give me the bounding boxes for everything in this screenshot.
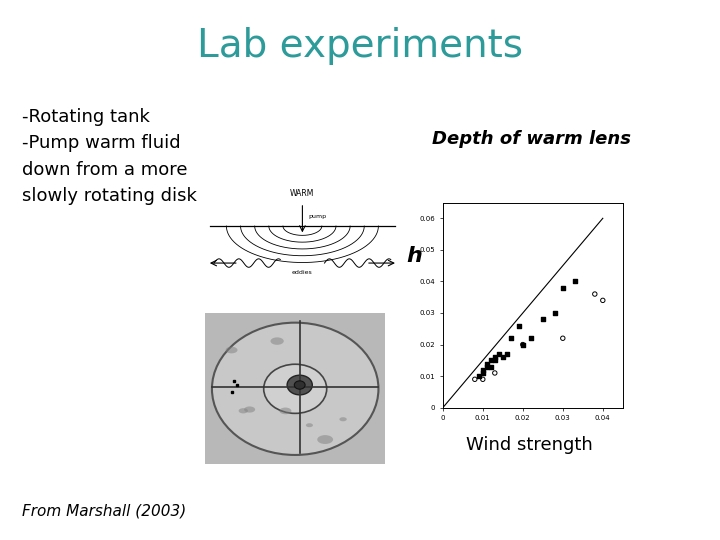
Ellipse shape (244, 407, 255, 413)
Point (537, 315, 549, 323)
Point (481, 362, 492, 371)
Text: From Marshall (2003): From Marshall (2003) (22, 503, 186, 518)
Ellipse shape (339, 417, 347, 421)
Ellipse shape (279, 408, 292, 414)
Point (469, 375, 480, 383)
Text: Depth of warm lens: Depth of warm lens (432, 130, 631, 147)
Point (513, 321, 525, 330)
Text: Wind strength: Wind strength (466, 436, 593, 455)
Text: h: h (406, 246, 422, 267)
Ellipse shape (212, 323, 379, 455)
Point (477, 366, 489, 374)
Point (557, 284, 569, 292)
Text: eddies: eddies (292, 270, 312, 275)
Point (597, 296, 608, 305)
Ellipse shape (264, 364, 327, 414)
Text: WARM: WARM (290, 189, 315, 198)
Polygon shape (205, 313, 385, 464)
Point (489, 356, 500, 364)
Point (569, 277, 580, 286)
Ellipse shape (225, 347, 238, 353)
Text: -Rotating tank
-Pump warm fluid
down from a more
slowly rotating disk: -Rotating tank -Pump warm fluid down fro… (22, 108, 197, 205)
Point (477, 375, 489, 383)
Point (517, 340, 528, 349)
Point (481, 359, 492, 368)
Point (497, 353, 508, 361)
Ellipse shape (294, 381, 305, 389)
Point (477, 369, 489, 377)
Ellipse shape (287, 375, 312, 395)
Point (485, 362, 497, 371)
Point (525, 334, 536, 342)
Point (517, 340, 528, 349)
Point (589, 290, 600, 299)
Ellipse shape (271, 338, 284, 345)
Ellipse shape (238, 408, 248, 414)
Point (501, 350, 513, 359)
Text: pump: pump (309, 214, 327, 219)
Point (557, 334, 569, 342)
Ellipse shape (306, 423, 313, 427)
Ellipse shape (318, 435, 333, 444)
Point (489, 353, 500, 361)
Point (489, 369, 500, 377)
Point (549, 309, 561, 318)
Point (493, 350, 505, 359)
Point (473, 372, 485, 381)
Point (505, 334, 516, 342)
Text: Lab experiments: Lab experiments (197, 27, 523, 65)
Point (485, 356, 497, 364)
